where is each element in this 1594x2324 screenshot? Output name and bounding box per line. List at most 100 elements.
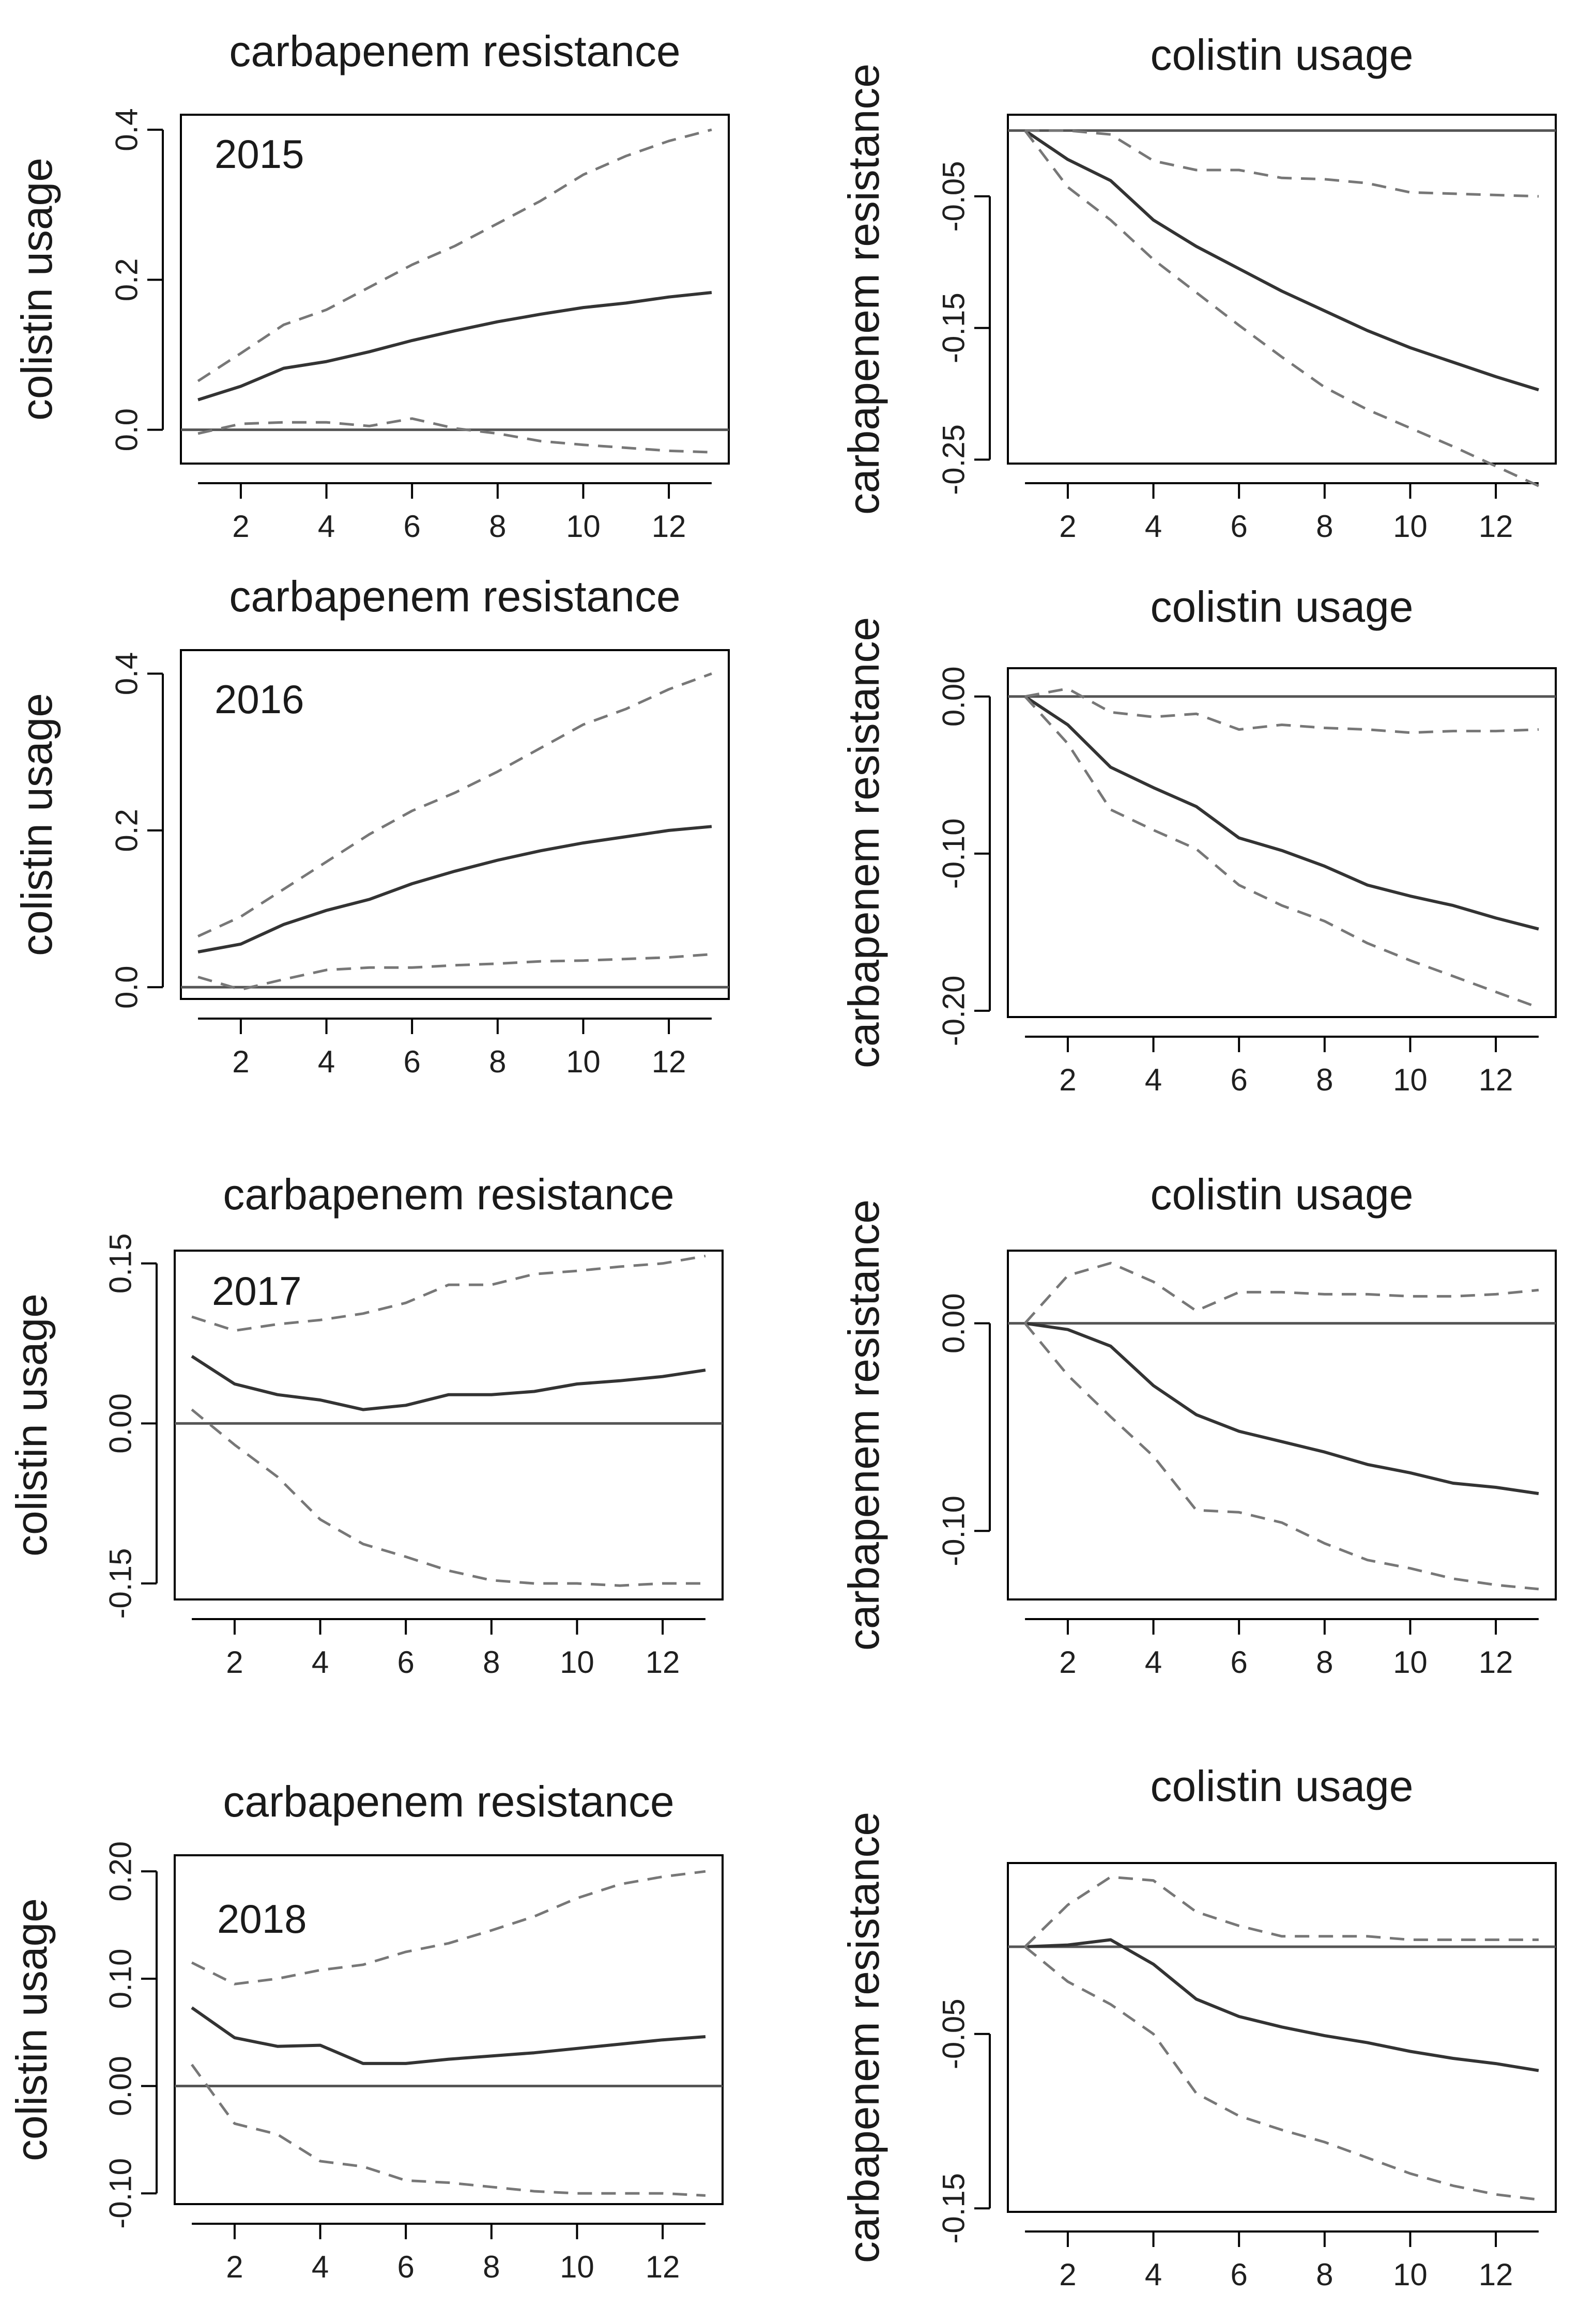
- x-tick-label: 8: [489, 509, 506, 544]
- plot-frame: [1007, 1250, 1557, 1600]
- series-lower-line: [191, 2064, 706, 2197]
- x-tick-label: 2: [1059, 509, 1076, 544]
- y-tick-label: 0.20: [103, 1841, 138, 1902]
- x-tick-label: 12: [1479, 1063, 1513, 1097]
- plot-frame: [174, 1854, 724, 2205]
- x-tick-label: 6: [1231, 1063, 1248, 1097]
- x-tick-label: 12: [1479, 509, 1513, 544]
- y-tick-label: -0.05: [937, 161, 971, 232]
- x-tick-label: 2: [1059, 1645, 1076, 1680]
- x-tick-label: 10: [1393, 1063, 1428, 1097]
- plot-frame: [1007, 667, 1557, 1018]
- y-tick-label: -0.15: [937, 293, 971, 363]
- series-lower-line: [1024, 1946, 1539, 2201]
- series-response-line: [191, 2006, 706, 2065]
- x-tick-label: 2: [1059, 1063, 1076, 1097]
- x-tick-label: 8: [1316, 1645, 1333, 1680]
- x-tick-label: 6: [404, 1044, 421, 1079]
- x-tick-label: 2: [232, 509, 249, 544]
- y-tick-label: 0.2: [110, 809, 144, 852]
- x-tick-label: 6: [397, 2250, 415, 2284]
- panel-4: colistin usage carbapenem resistance 0.00 -…: [839, 582, 1557, 1097]
- x-tick-label: 2: [1059, 2257, 1076, 2292]
- year-label: 2018: [217, 1896, 307, 1942]
- panel-title: carbapenem resistance: [229, 572, 680, 621]
- x-tick-label: 4: [1145, 509, 1162, 544]
- y-axis-label: carbapenem resistance: [839, 617, 888, 1068]
- series-upper-line: [1024, 1875, 1539, 1948]
- x-tick-label: 2: [232, 1044, 249, 1079]
- x-tick-label: 12: [652, 1044, 686, 1079]
- x-tick-label: 2: [226, 2250, 243, 2284]
- panel-7: carbapenem resistance colistin usage 0.20 0…: [7, 1777, 724, 2284]
- series-lower-line: [197, 417, 712, 454]
- y-axis-label: carbapenem resistance: [839, 1199, 888, 1651]
- panel-title: carbapenem resistance: [229, 27, 680, 75]
- series-response-line: [191, 1355, 706, 1411]
- y-tick-label: 0.2: [110, 258, 144, 301]
- y-tick-label: 0.00: [103, 2056, 138, 2116]
- y-tick-label: -0.20: [937, 975, 971, 1046]
- x-tick-label: 6: [1231, 1645, 1248, 1680]
- panel-title: carbapenem resistance: [223, 1170, 674, 1219]
- y-tick-label: 0.00: [937, 666, 971, 727]
- plot-frame: [174, 1250, 724, 1600]
- y-tick-label: 0.10: [103, 1948, 138, 2009]
- x-tick-label: 12: [646, 2250, 680, 2284]
- panel-title: colistin usage: [1151, 1170, 1414, 1219]
- series-upper-line: [1024, 1261, 1539, 1325]
- x-tick-label: 10: [1393, 1645, 1428, 1680]
- series-response-line: [1024, 1321, 1539, 1496]
- y-tick-label: 0.0: [110, 408, 144, 451]
- series-lower-line: [1024, 130, 1539, 487]
- y-axis-label: carbapenem resistance: [839, 64, 888, 515]
- series-lower-line: [1024, 696, 1539, 1009]
- y-axis-label: colistin usage: [7, 1294, 56, 1557]
- x-tick-label: 4: [312, 2250, 329, 2284]
- y-tick-label: 0.4: [110, 108, 144, 151]
- x-tick-label: 4: [1145, 1645, 1162, 1680]
- y-axis-label: colistin usage: [7, 1898, 56, 2161]
- panel-8: colistin usage carbapenem resistance -0.05…: [839, 1762, 1557, 2292]
- plot-frame: [1007, 1862, 1557, 2213]
- series-lower-line: [191, 1408, 706, 1587]
- y-axis-label: colistin usage: [12, 693, 61, 956]
- panel-title: colistin usage: [1151, 30, 1414, 79]
- series-response-line: [197, 291, 712, 402]
- x-tick-label: 12: [1479, 2257, 1513, 2292]
- y-tick-label: 0.0: [110, 966, 144, 1009]
- series-upper-line: [197, 672, 712, 937]
- x-tick-label: 12: [1479, 1645, 1513, 1680]
- x-tick-label: 8: [1316, 509, 1333, 544]
- x-tick-label: 10: [560, 2250, 594, 2284]
- year-label: 2015: [214, 131, 304, 177]
- y-axis-label: colistin usage: [12, 158, 61, 421]
- year-label: 2017: [212, 1268, 302, 1314]
- y-tick-label: 0.4: [110, 652, 144, 695]
- x-tick-label: 6: [1231, 509, 1248, 544]
- x-tick-label: 6: [1231, 2257, 1248, 2292]
- panel-5: carbapenem resistance colistin usage 0.15 0…: [7, 1170, 724, 1680]
- x-tick-label: 4: [318, 1044, 335, 1079]
- y-tick-label: -0.10: [103, 2158, 138, 2229]
- plot-frame: [1007, 114, 1557, 465]
- series-lower-line: [197, 953, 712, 991]
- x-tick-label: 10: [1393, 2257, 1428, 2292]
- y-tick-label: -0.15: [103, 1548, 138, 1619]
- series-response-line: [1024, 129, 1539, 392]
- x-tick-label: 10: [566, 509, 601, 544]
- series-upper-line: [197, 128, 712, 382]
- x-tick-label: 12: [646, 1645, 680, 1680]
- y-tick-label: -0.10: [937, 1496, 971, 1566]
- x-tick-label: 10: [566, 1044, 601, 1079]
- panel-3: carbapenem resistance colistin usage 0.0 0.…: [12, 572, 730, 1079]
- plot-frame: [180, 649, 730, 1000]
- x-tick-label: 8: [483, 2250, 500, 2284]
- series-response-line: [197, 825, 712, 953]
- y-tick-label: -0.15: [937, 2173, 971, 2244]
- y-tick-label: 0.15: [103, 1233, 138, 1294]
- series-upper-line: [1025, 129, 1539, 198]
- panel-title: carbapenem resistance: [223, 1777, 674, 1826]
- x-tick-label: 12: [652, 509, 686, 544]
